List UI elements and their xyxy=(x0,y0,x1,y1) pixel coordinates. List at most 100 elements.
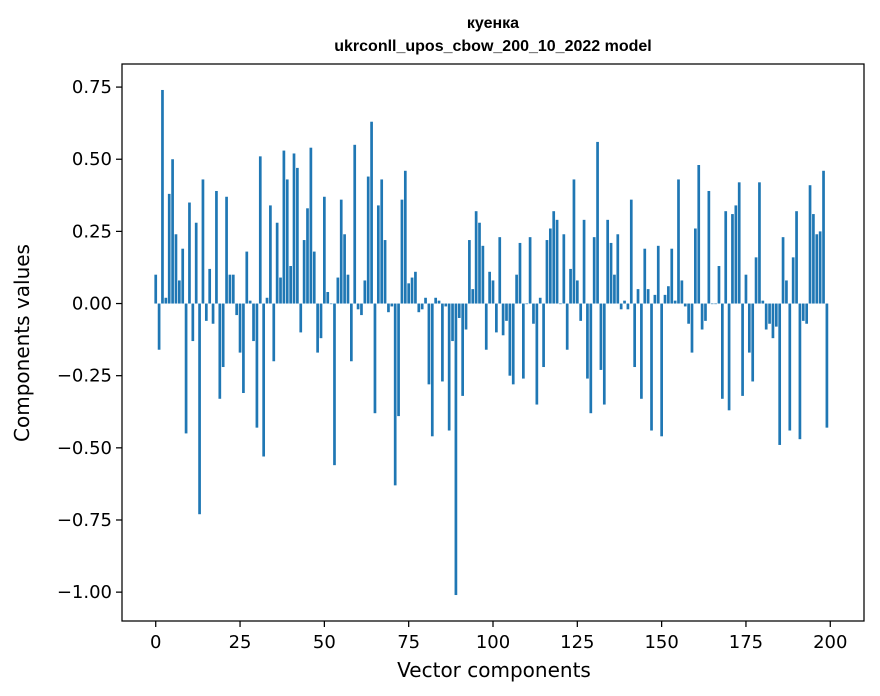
bar xyxy=(690,303,694,353)
bar xyxy=(383,240,387,304)
bar xyxy=(788,303,792,431)
bar xyxy=(204,303,208,321)
bar xyxy=(673,300,677,304)
bar xyxy=(370,121,373,304)
bar xyxy=(602,303,606,405)
y-tick-label: 0.75 xyxy=(72,77,112,98)
bar xyxy=(339,199,343,304)
bar xyxy=(457,303,461,318)
bar xyxy=(201,179,205,304)
bar xyxy=(275,222,279,304)
bar xyxy=(569,268,572,304)
bar xyxy=(447,303,451,431)
bar xyxy=(323,196,326,304)
bar xyxy=(363,280,367,304)
bar xyxy=(194,222,198,304)
bar xyxy=(822,170,825,304)
bar xyxy=(619,303,623,310)
bar xyxy=(245,251,249,304)
y-tick-label: 0.25 xyxy=(72,221,112,242)
bar xyxy=(430,303,434,437)
bar xyxy=(461,303,464,396)
bar xyxy=(663,294,667,304)
bar xyxy=(333,303,336,466)
bar xyxy=(579,303,583,321)
bar xyxy=(805,303,809,324)
bar xyxy=(376,205,380,304)
y-tick-label: −1.00 xyxy=(57,582,112,603)
bar xyxy=(825,303,829,428)
bar xyxy=(707,190,711,304)
bar xyxy=(754,257,758,304)
bar xyxy=(208,268,212,304)
bar xyxy=(721,303,724,399)
bar xyxy=(488,271,491,304)
bar xyxy=(532,303,535,324)
bar xyxy=(626,303,630,310)
bar xyxy=(441,303,444,382)
plot-area-frame xyxy=(121,63,865,622)
bar xyxy=(589,303,593,414)
bar xyxy=(538,297,542,304)
bar xyxy=(373,303,377,414)
bar xyxy=(252,303,255,342)
bar xyxy=(417,303,421,313)
bar xyxy=(174,234,178,304)
bar xyxy=(606,219,610,304)
bar xyxy=(177,280,181,304)
bar xyxy=(771,303,775,339)
bar xyxy=(498,237,502,304)
bar xyxy=(154,274,158,304)
bar xyxy=(424,297,427,304)
x-axis-ticks: 0 25 50 75 100 125 150 175 200 xyxy=(150,621,847,653)
bar xyxy=(400,199,404,304)
bar xyxy=(697,165,701,304)
bar xyxy=(724,211,728,304)
bar xyxy=(528,237,532,304)
bar xyxy=(552,211,556,304)
bar xyxy=(646,289,650,304)
bar xyxy=(785,280,788,304)
bar xyxy=(808,185,812,304)
bar xyxy=(629,199,633,304)
bar xyxy=(184,303,188,434)
bar xyxy=(225,196,228,304)
bar xyxy=(572,179,576,304)
bar xyxy=(474,211,478,304)
bar xyxy=(737,182,741,304)
bar xyxy=(198,303,201,515)
bar xyxy=(555,219,559,304)
y-tick-label: −0.50 xyxy=(57,438,112,459)
bar xyxy=(562,234,566,304)
bar xyxy=(764,303,768,330)
bar xyxy=(242,303,245,394)
bar xyxy=(255,303,259,428)
bar xyxy=(518,242,522,304)
bar xyxy=(680,280,684,304)
bar xyxy=(380,179,384,304)
bar xyxy=(791,257,795,304)
bar xyxy=(319,303,323,339)
bar xyxy=(444,303,448,307)
x-tick-label: 50 xyxy=(313,632,336,653)
bar xyxy=(734,205,738,304)
bar xyxy=(366,176,370,304)
bar xyxy=(650,303,653,431)
x-tick-label: 0 xyxy=(150,632,161,653)
bar xyxy=(694,228,697,304)
bar xyxy=(312,251,316,304)
bar xyxy=(451,303,454,342)
bar xyxy=(616,234,620,304)
bar xyxy=(235,303,239,316)
x-axis-label: Vector components xyxy=(397,658,591,682)
bar xyxy=(815,234,819,304)
bar xyxy=(609,242,613,304)
bar xyxy=(818,231,822,304)
x-tick-label: 200 xyxy=(813,632,847,653)
bar xyxy=(586,303,589,379)
bar xyxy=(164,297,168,304)
chart-subtitle: ukrconll_upos_cbow_200_10_2022 model xyxy=(334,38,651,55)
x-tick-label: 75 xyxy=(397,632,420,653)
bar xyxy=(515,274,518,304)
